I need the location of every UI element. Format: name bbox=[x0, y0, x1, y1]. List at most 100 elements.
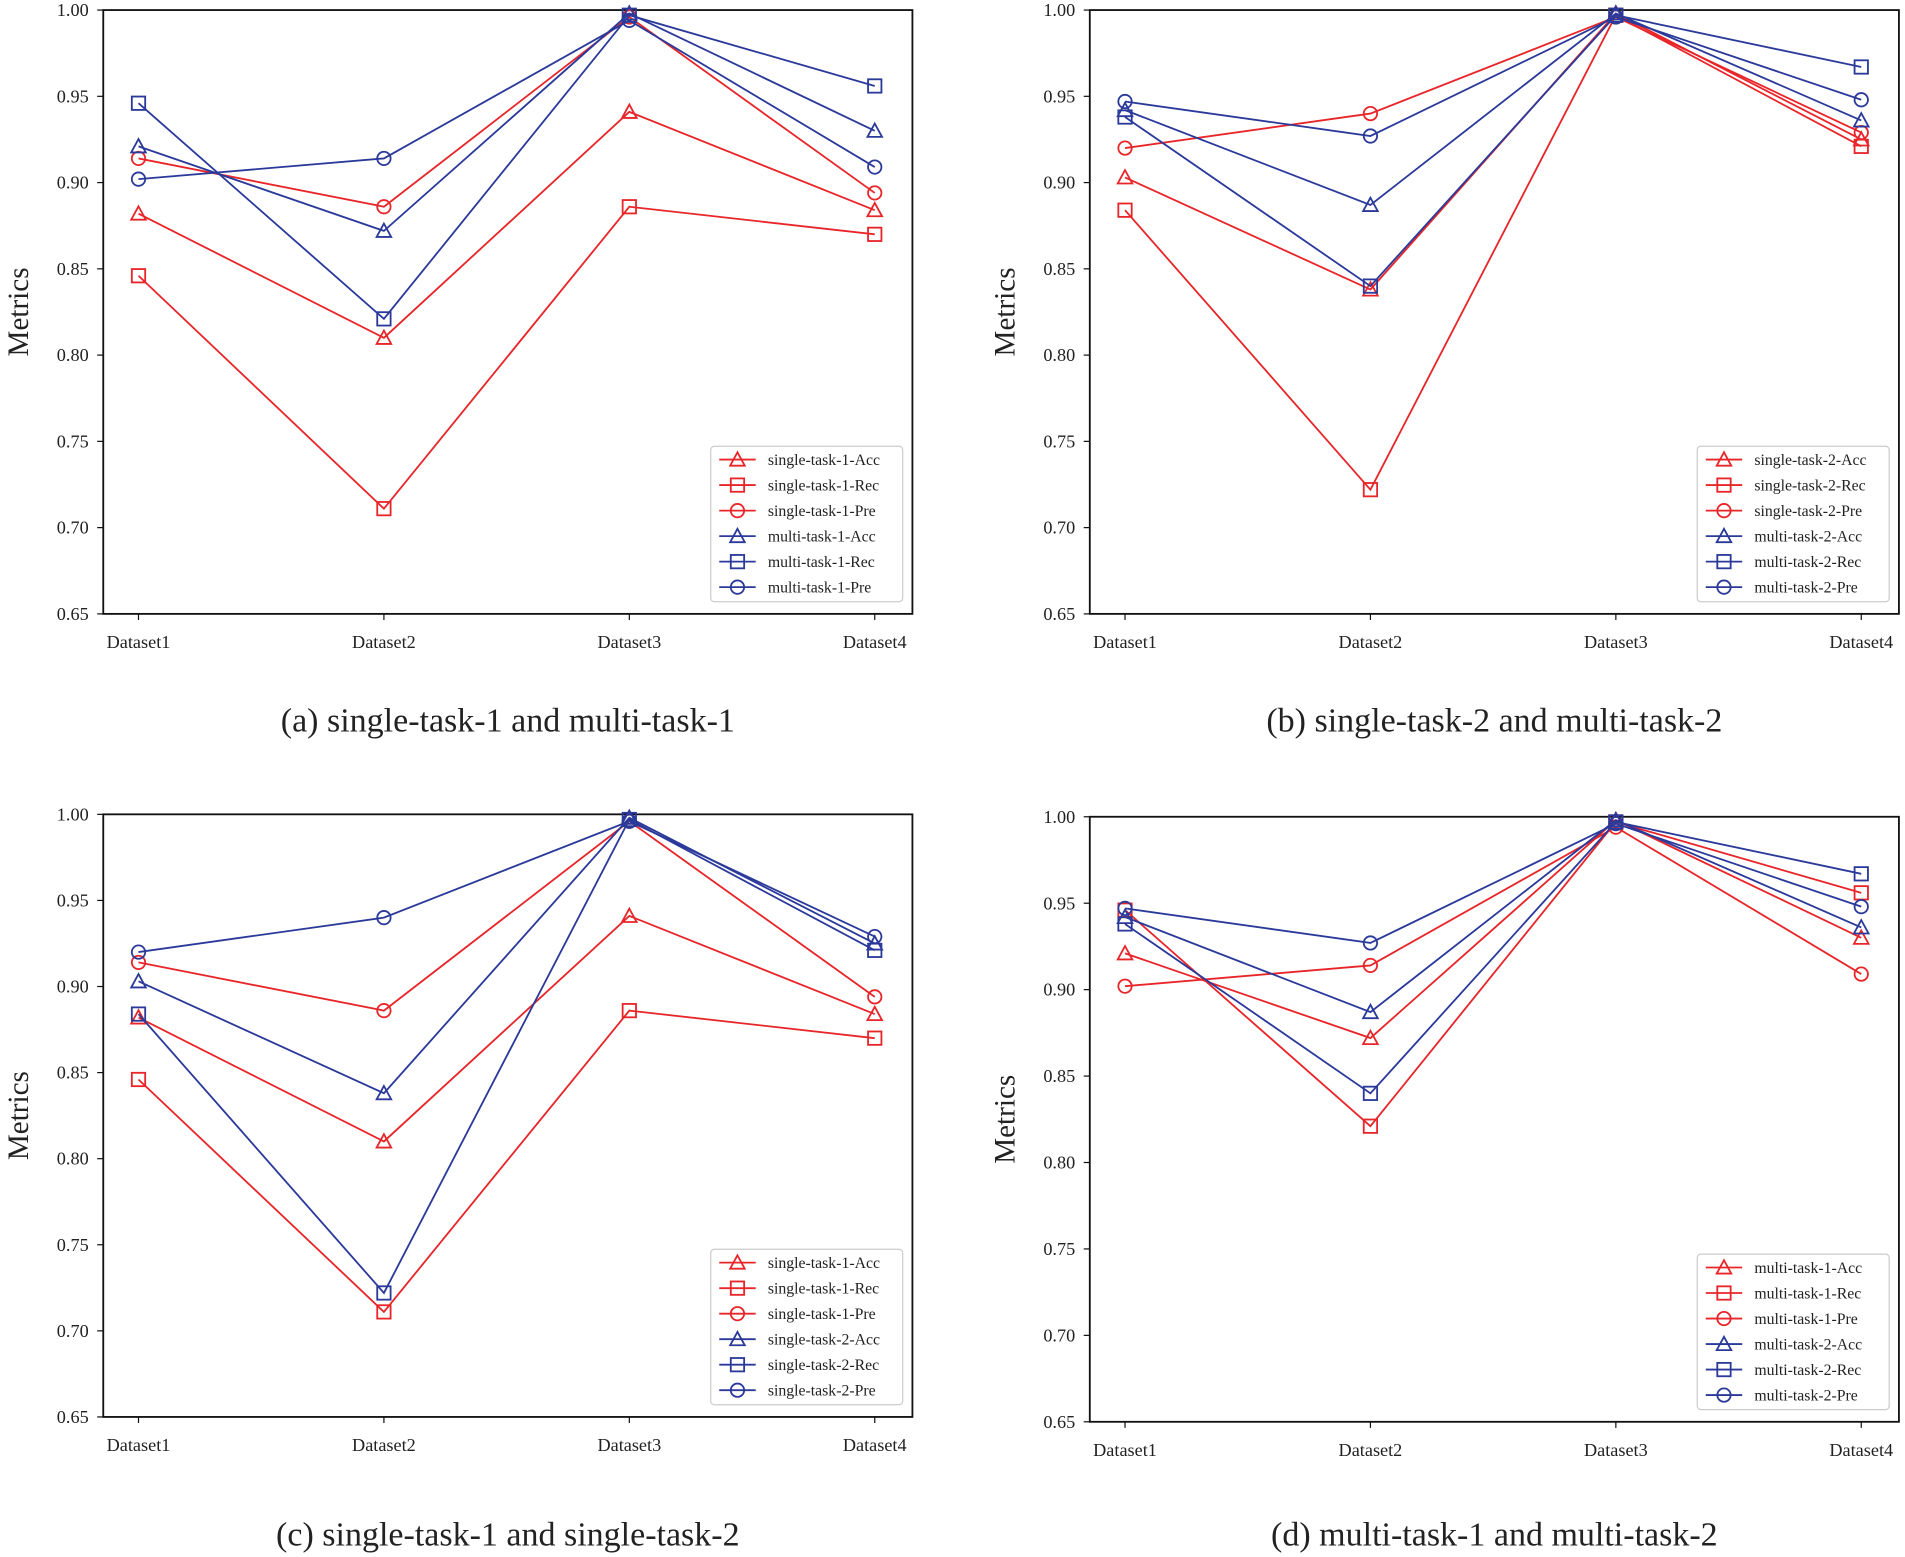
legend-label: single-task-2-Rec bbox=[768, 1357, 879, 1374]
data-point bbox=[1361, 280, 1380, 297]
data-point bbox=[375, 328, 393, 345]
y-axis-label: Metrics bbox=[989, 1075, 1021, 1164]
legend-box bbox=[1696, 1253, 1890, 1411]
legend-marker bbox=[728, 450, 747, 467]
x-tick-label: Dataset3 bbox=[597, 1435, 661, 1455]
y-tick-label: 0.90 bbox=[1043, 173, 1075, 193]
series-single-task-1-Rec bbox=[130, 199, 883, 517]
data-point bbox=[1607, 4, 1625, 21]
legend-box bbox=[710, 1248, 904, 1406]
series-multi-task-1-Rec bbox=[130, 7, 883, 327]
x-tick-label: Dataset2 bbox=[1339, 1440, 1403, 1460]
data-point bbox=[1852, 928, 1871, 945]
series-multi-task-1-Pre bbox=[130, 12, 883, 187]
series-multi-task-2-Acc bbox=[1116, 4, 1871, 212]
y-tick-label: 0.70 bbox=[57, 1321, 89, 1341]
series-line bbox=[137, 1009, 875, 1314]
data-point bbox=[867, 159, 883, 175]
x-tick-label: Dataset4 bbox=[1829, 1440, 1893, 1460]
data-point bbox=[1362, 128, 1379, 144]
plot-frame bbox=[102, 813, 914, 1418]
legend-marker bbox=[1716, 579, 1732, 595]
y-tick-label: 0.80 bbox=[57, 345, 89, 365]
data-point bbox=[1853, 92, 1869, 108]
y-tick-label: 0.95 bbox=[57, 86, 89, 106]
series-line bbox=[1124, 822, 1862, 944]
y-tick-label: 0.80 bbox=[1043, 1153, 1075, 1173]
series-multi-task-1-Acc bbox=[129, 4, 884, 238]
series-line bbox=[1124, 819, 1862, 1014]
series-single-task-2-Rec bbox=[130, 811, 883, 1301]
data-point bbox=[129, 204, 148, 221]
y-tick-label: 0.95 bbox=[1043, 893, 1075, 913]
x-tick-label: Dataset4 bbox=[1829, 632, 1893, 652]
legend-label: single-task-2-Acc bbox=[768, 1332, 880, 1349]
series-line bbox=[138, 12, 876, 232]
data-point bbox=[867, 226, 883, 242]
y-tick-label: 0.80 bbox=[1043, 345, 1075, 365]
data-point bbox=[130, 1006, 147, 1022]
data-point bbox=[1362, 482, 1379, 498]
data-point bbox=[1116, 944, 1134, 961]
legend-label: multi-task-2-Acc bbox=[1754, 529, 1862, 546]
x-tick-label: Dataset1 bbox=[1093, 1440, 1157, 1460]
series-multi-task-2-Acc bbox=[1116, 811, 1871, 1020]
y-tick-label: 0.85 bbox=[57, 259, 89, 279]
y-tick-label: 0.95 bbox=[57, 891, 89, 911]
x-tick-label: Dataset3 bbox=[1584, 1440, 1648, 1460]
legend-marker bbox=[1716, 477, 1732, 493]
chart-caption: (c) single-task-1 and single-task-2 bbox=[276, 1517, 740, 1554]
legend: multi-task-1-Acc multi-task-1-Rec multi-ta… bbox=[1696, 1253, 1890, 1411]
chart-panel-2: 0.65 0.70 0.75 0.80 0.85 0.90 0.95 1.00 Dataset1… bbox=[989, 0, 1900, 740]
data-point bbox=[1853, 59, 1869, 75]
x-tick-label: Dataset2 bbox=[352, 632, 416, 652]
legend-label: single-task-1-Rec bbox=[768, 478, 879, 495]
y-tick-label: 0.90 bbox=[57, 977, 89, 997]
data-point bbox=[1117, 916, 1133, 932]
data-point bbox=[376, 150, 392, 167]
legend-label: multi-task-1-Rec bbox=[1754, 1285, 1861, 1302]
x-tick-label: Dataset4 bbox=[843, 1435, 907, 1455]
data-point bbox=[620, 102, 639, 119]
series-line bbox=[1124, 14, 1862, 288]
data-point bbox=[867, 989, 883, 1005]
legend-marker bbox=[729, 579, 746, 595]
legend-marker bbox=[729, 503, 746, 519]
y-tick-label: 0.75 bbox=[57, 1235, 89, 1255]
data-point bbox=[1852, 111, 1871, 128]
series-line bbox=[138, 914, 876, 1143]
series-line bbox=[1124, 820, 1862, 1128]
series-line bbox=[138, 820, 876, 953]
x-tick-label: Dataset2 bbox=[1339, 632, 1403, 652]
data-point bbox=[621, 7, 637, 23]
legend-label: single-task-2-Rec bbox=[1754, 478, 1865, 495]
legend-marker bbox=[728, 1329, 747, 1347]
series-line bbox=[138, 110, 876, 339]
data-point bbox=[376, 910, 392, 926]
data-point bbox=[1852, 918, 1871, 935]
data-point bbox=[1853, 966, 1869, 982]
y-tick-label: 0.70 bbox=[1043, 1325, 1075, 1345]
data-point bbox=[865, 200, 884, 218]
series-line bbox=[1124, 819, 1862, 1040]
series-line bbox=[1124, 12, 1862, 207]
y-tick-label: 1.00 bbox=[1043, 807, 1075, 827]
data-point bbox=[1117, 900, 1133, 916]
chart-panel-3: 0.65 0.70 0.75 0.80 0.85 0.90 0.95 1.00 Dataset1… bbox=[3, 804, 914, 1554]
data-point bbox=[376, 501, 392, 517]
legend-label: single-task-2-Pre bbox=[768, 1383, 876, 1400]
plot-frame bbox=[1088, 815, 1900, 1423]
data-point bbox=[1362, 105, 1379, 122]
legend-marker bbox=[1716, 1387, 1732, 1403]
series-single-task-1-Rec bbox=[130, 1003, 883, 1320]
y-tick-label: 0.75 bbox=[1043, 431, 1075, 451]
y-tick-label: 0.70 bbox=[1043, 518, 1075, 538]
series-line bbox=[138, 15, 876, 208]
y-tick-label: 0.65 bbox=[1043, 604, 1075, 624]
chart-caption: (b) single-task-2 and multi-task-2 bbox=[1266, 703, 1722, 740]
data-point bbox=[130, 95, 147, 111]
legend-marker bbox=[1715, 450, 1733, 467]
series-single-task-1-Acc bbox=[129, 906, 884, 1149]
legend-label: multi-task-1-Pre bbox=[768, 580, 871, 597]
data-point bbox=[1853, 899, 1869, 915]
